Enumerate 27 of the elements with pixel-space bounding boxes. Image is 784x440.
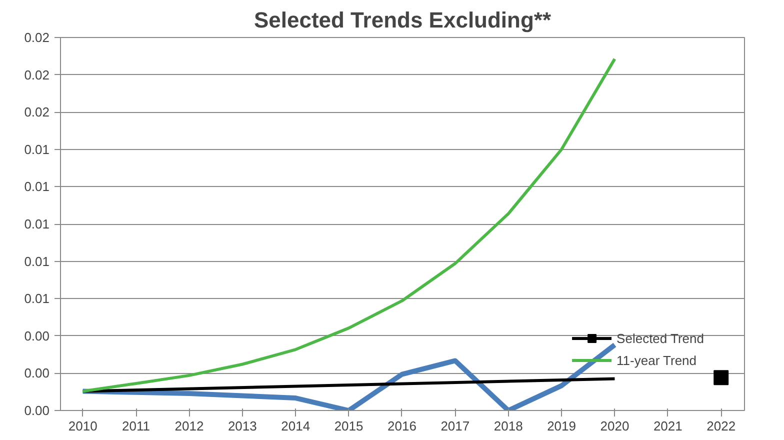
x-tick-label: 2012 bbox=[174, 418, 204, 434]
x-tick-label: 2020 bbox=[600, 418, 630, 434]
y-tick-label: 0.00 bbox=[24, 366, 50, 381]
y-tick-label: 0.00 bbox=[24, 403, 50, 418]
x-tick-label: 2017 bbox=[440, 418, 470, 434]
y-tick-label: 0.02 bbox=[24, 67, 50, 82]
y-tick-label: 0.01 bbox=[24, 216, 50, 232]
x-tick-label: 2018 bbox=[494, 418, 523, 434]
y-tick-label: 0.01 bbox=[24, 142, 50, 157]
y-tick-label: 0.01 bbox=[24, 291, 50, 306]
x-tick-label: 2014 bbox=[281, 418, 310, 434]
y-tick-label: 0.02 bbox=[24, 30, 50, 45]
x-tick-label: 2011 bbox=[122, 418, 150, 434]
chart-title: Selected Trends Excluding** bbox=[254, 8, 552, 32]
y-tick-label: 0.02 bbox=[24, 104, 50, 120]
legend-label: 11-year Trend bbox=[616, 352, 697, 368]
x-tick-label: 2013 bbox=[228, 418, 257, 434]
x-tick-label: 2019 bbox=[547, 418, 576, 434]
x-tick-label: 2022 bbox=[706, 418, 736, 434]
x-tick-label: 2010 bbox=[68, 418, 98, 434]
x-tick-label: 2021 bbox=[653, 418, 682, 434]
x-tick-label: 2015 bbox=[334, 418, 364, 434]
x-tick-label: 2016 bbox=[388, 418, 416, 434]
y-tick-label: 0.00 bbox=[24, 328, 50, 344]
line-series bbox=[81, 57, 616, 393]
y-tick-label: 0.01 bbox=[24, 254, 50, 269]
y-tick-label: 0.01 bbox=[24, 179, 50, 194]
